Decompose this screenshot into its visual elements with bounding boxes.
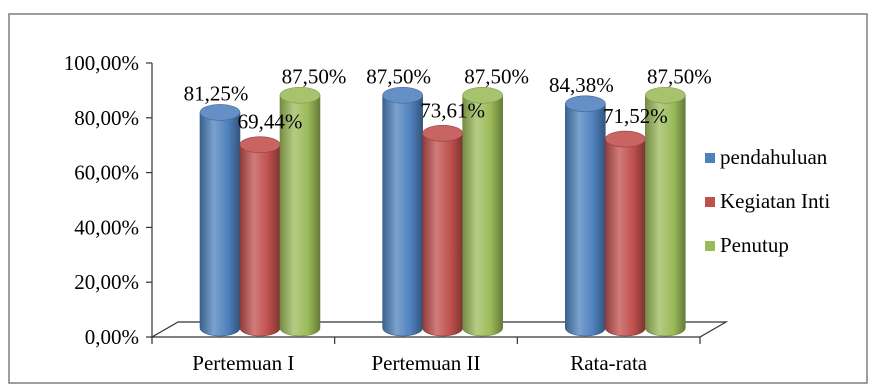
x-category-label: Rata-rata [570, 351, 648, 375]
x-category-label: Pertemuan I [192, 351, 294, 375]
data-label: 73,61% [420, 98, 485, 122]
y-tick-label: 20,00% [74, 270, 139, 294]
bar-body [279, 94, 321, 337]
data-labels: 81,25% 69,44% 87,50% 87,50% 73,61% 87,50% 84,3… [184, 64, 712, 133]
axes: 0,00% 20,00% 40,00% 60,00% 80,00% 100,00% Pert… [64, 51, 729, 375]
data-label: 87,50% [366, 64, 431, 88]
legend-item-penutup: Penutup [705, 233, 789, 257]
bar-pendahuluan-rata-rata [565, 95, 606, 337]
x-category-label: Pertemuan II [371, 351, 480, 375]
bar-top [382, 86, 423, 104]
bar-body [199, 112, 241, 337]
data-label: 87,50% [282, 64, 347, 88]
y-tick-label: 80,00% [74, 106, 139, 130]
legend-label: Kegiatan Inti [720, 189, 830, 213]
y-tick-label: 100,00% [64, 51, 139, 75]
data-label: 87,50% [647, 64, 712, 88]
bar-body [382, 94, 423, 337]
legend-item-kegiatan-inti: Kegiatan Inti [705, 189, 830, 213]
data-label: 84,38% [549, 73, 614, 97]
bar-top [565, 95, 606, 113]
bar-body [605, 138, 646, 337]
bar-penutup-pertemuan-ii [462, 86, 503, 337]
bar-body [462, 94, 503, 337]
data-label: 87,50% [464, 64, 529, 88]
bar-body [239, 144, 281, 337]
legend-swatch [705, 241, 715, 251]
bars [199, 86, 686, 337]
bar-top [422, 125, 463, 142]
bar-kegiatan-inti-rata-rata [605, 130, 646, 337]
y-tick-label: 60,00% [74, 161, 139, 185]
bar-top [279, 86, 321, 104]
bar-pendahuluan-pertemuan-ii [382, 86, 423, 337]
bar-top [645, 86, 686, 104]
y-tick-label: 0,00% [85, 325, 139, 349]
bar-body [565, 103, 606, 337]
bar-kegiatan-inti-pertemuan-i [239, 136, 281, 337]
legend: pendahuluan Kegiatan Inti Penutup [705, 145, 830, 257]
bar-top [199, 104, 241, 121]
bar-kegiatan-inti-pertemuan-ii [422, 125, 463, 337]
data-label: 69,44% [238, 110, 303, 134]
data-label: 81,25% [184, 81, 249, 105]
bar-top [462, 86, 503, 104]
bar-top [605, 130, 646, 148]
bar-pendahuluan-pertemuan-i [199, 104, 241, 337]
legend-swatch [705, 197, 715, 207]
bar-body [422, 133, 463, 337]
legend-label: Penutup [720, 233, 789, 257]
legend-swatch [705, 153, 715, 163]
data-label: 71,52% [603, 104, 668, 128]
bar-penutup-pertemuan-i [279, 86, 321, 337]
y-tick-label: 40,00% [74, 215, 139, 239]
bar-top [239, 136, 281, 154]
legend-item-pendahuluan: pendahuluan [705, 145, 828, 169]
legend-label: pendahuluan [720, 145, 828, 169]
bar-penutup-rata-rata [645, 86, 686, 337]
bar-body [645, 94, 686, 337]
